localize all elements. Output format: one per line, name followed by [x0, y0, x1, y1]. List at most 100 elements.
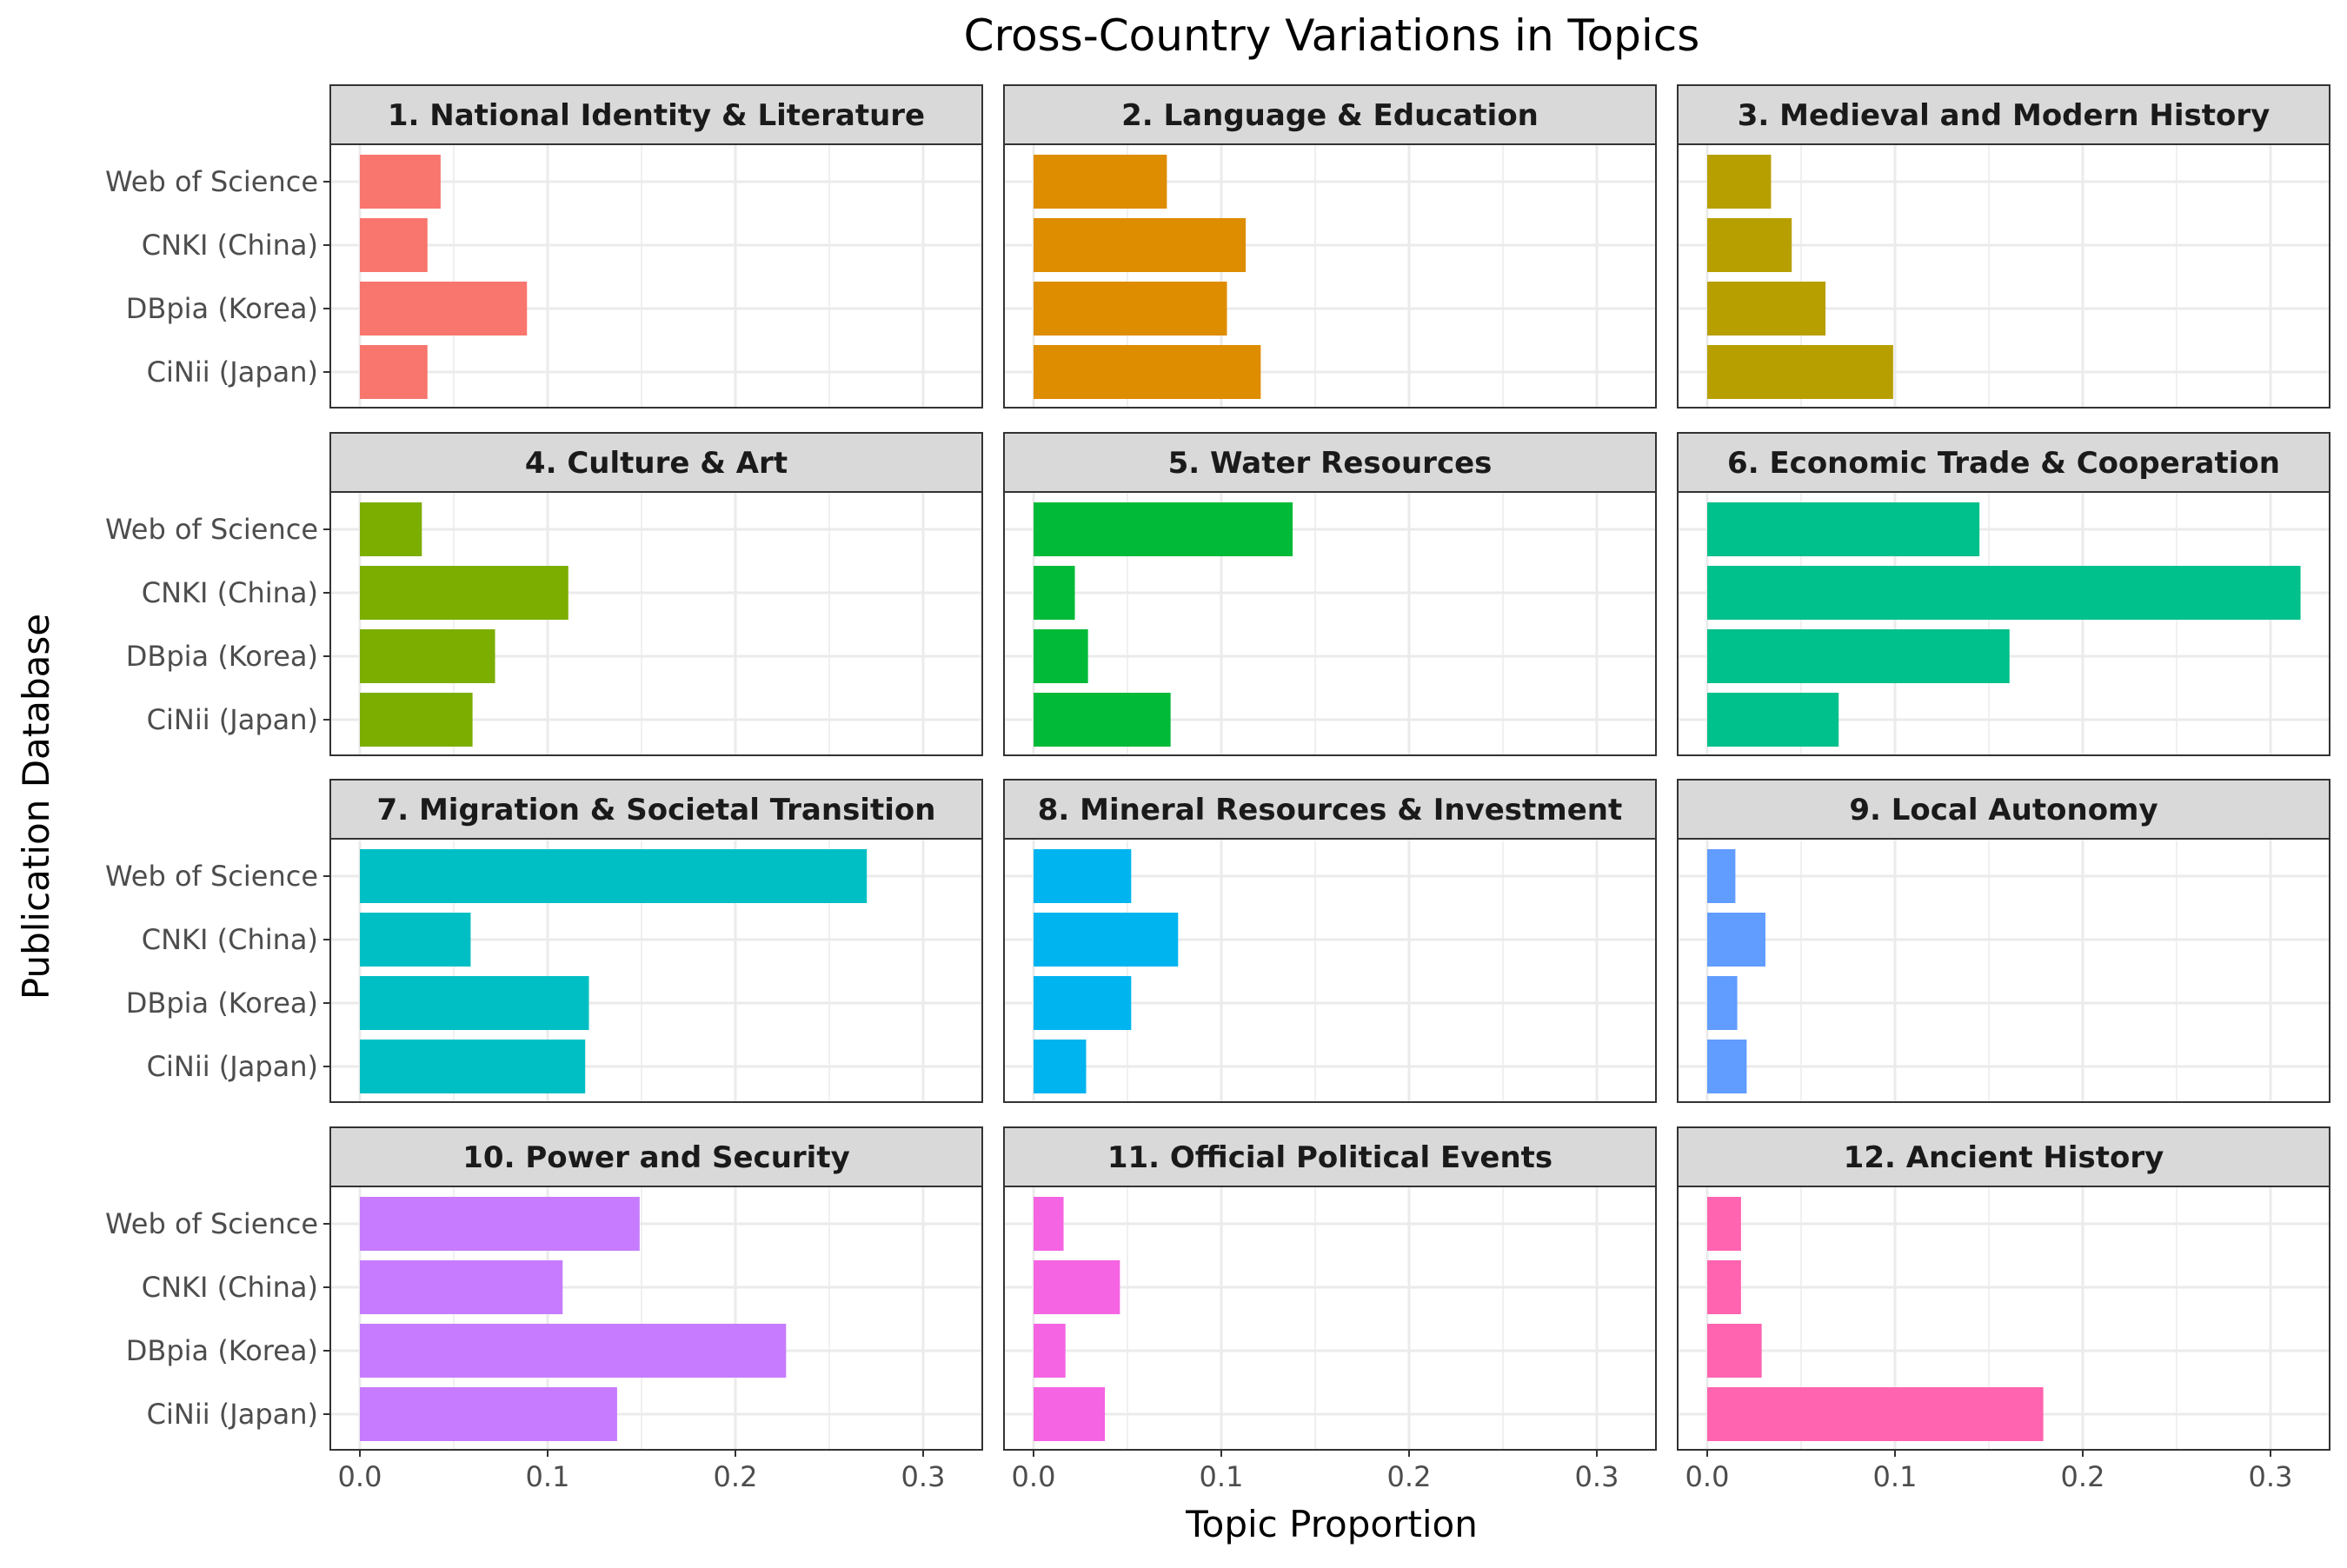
y-tick-label: Web of Science [105, 860, 318, 893]
bar [1707, 913, 1765, 967]
bar [1707, 629, 2010, 683]
panel-background [1004, 1186, 1656, 1450]
facet-title: 10. Power and Security [462, 1140, 850, 1175]
bar [360, 1197, 640, 1251]
x-tick-label: 0.2 [2061, 1460, 2105, 1493]
facet-title: 3. Medieval and Modern History [1738, 98, 2271, 133]
bar [1707, 976, 1738, 1030]
panel-background [1678, 839, 2330, 1102]
panel-border [1003, 838, 1657, 1103]
bar [1707, 1197, 1741, 1251]
bar [1707, 282, 1826, 336]
x-tick-label: 0.3 [901, 1460, 946, 1493]
y-tick-label: DBpia (Korea) [126, 987, 318, 1020]
bar [1707, 566, 2301, 620]
bar [1034, 1260, 1120, 1314]
bar [1034, 976, 1132, 1030]
bar [1034, 1040, 1087, 1093]
bar [360, 976, 589, 1030]
y-tick-label: CiNii (Japan) [147, 703, 318, 736]
facet-title: 2. Language & Education [1121, 98, 1539, 133]
x-tick-label: 0.1 [526, 1460, 570, 1493]
bar [1034, 218, 1247, 272]
panel-border [1677, 838, 2330, 1103]
bar [360, 913, 471, 967]
bar [1707, 155, 1772, 209]
x-tick-label: 0.3 [1575, 1460, 1619, 1493]
bar [1707, 693, 1839, 747]
facet-panel: 1. National Identity & Literature Web of … [105, 84, 983, 409]
facet-panel: 6. Economic Trade & Cooperation [1677, 432, 2330, 756]
facet-title: 12. Ancient History [1844, 1140, 2164, 1175]
bar [360, 1387, 617, 1441]
bar [360, 1324, 787, 1378]
x-tick-label: 0.0 [1012, 1460, 1056, 1493]
facet-panel: 8. Mineral Resources & Investment [1003, 779, 1657, 1103]
facet-strip [1677, 84, 2330, 145]
y-tick-label: DBpia (Korea) [126, 292, 318, 325]
y-tick-label: CNKI (China) [142, 229, 318, 262]
y-tick-label: CNKI (China) [142, 1271, 318, 1304]
bar [1034, 282, 1227, 336]
bar [360, 282, 528, 336]
bar [1707, 1040, 1747, 1093]
bar [360, 849, 868, 903]
facet-title: 6. Economic Trade & Cooperation [1727, 446, 2280, 481]
panel-border [329, 1186, 983, 1451]
bar [360, 1260, 563, 1314]
bar [1034, 566, 1075, 620]
bar [360, 155, 441, 209]
y-tick-label: CNKI (China) [142, 576, 318, 609]
x-tick-label: 0.2 [714, 1460, 758, 1493]
bar [1034, 1197, 1064, 1251]
bar [1707, 1260, 1741, 1314]
x-tick-label: 0.2 [1387, 1460, 1432, 1493]
facet-title: 7. Migration & Societal Transition [377, 793, 936, 827]
facet-strip [1003, 84, 1657, 145]
facet-panels: 1. National Identity & Literature Web of … [105, 84, 2330, 1493]
x-tick-label: 0.1 [1873, 1460, 1918, 1493]
y-axis-title: Publication Database [15, 614, 57, 1000]
panel-border [1003, 1186, 1657, 1451]
panel-border [329, 143, 983, 409]
bar [1707, 1387, 2044, 1441]
facet-panel: 10. Power and Security Web of Science CNKI… [105, 1126, 983, 1493]
facet-panel: 4. Culture & Art Web of Science CNKI (Chin… [105, 432, 983, 756]
y-tick-label: CiNii (Japan) [147, 1050, 318, 1083]
bar [360, 1040, 586, 1093]
panel-border [1677, 143, 2330, 409]
facet-title: 9. Local Autonomy [1849, 793, 2158, 827]
bar [1707, 502, 1980, 556]
bar [1034, 913, 1179, 967]
facet-strip [1003, 779, 1657, 840]
y-tick-label: DBpia (Korea) [126, 640, 318, 673]
x-tick-label: 0.3 [2249, 1460, 2293, 1493]
facet-strip [1677, 779, 2330, 840]
panel-border [1677, 1186, 2330, 1451]
facet-panel: 2. Language & Education [1003, 84, 1657, 409]
bar [360, 566, 568, 620]
x-tick-label: 0.0 [338, 1460, 382, 1493]
bar [360, 218, 428, 272]
facet-strip [329, 779, 983, 840]
x-tick-label: 0.1 [1200, 1460, 1244, 1493]
bar [360, 502, 422, 556]
panel-border [329, 491, 983, 756]
bar [1034, 345, 1261, 399]
facet-title: 4. Culture & Art [525, 446, 788, 481]
bar [360, 693, 473, 747]
bar [1707, 345, 1893, 399]
bar [360, 345, 428, 399]
panel-border [1003, 143, 1657, 409]
bar [1707, 218, 1792, 272]
bar [1707, 849, 1736, 903]
bar [1034, 155, 1167, 209]
bar [1034, 629, 1088, 683]
chart-title: Cross-Country Variations in Topics [964, 10, 1700, 61]
y-tick-label: CNKI (China) [142, 923, 318, 956]
bar [1034, 502, 1293, 556]
bar [1034, 1324, 1066, 1378]
facet-strip [329, 84, 983, 145]
